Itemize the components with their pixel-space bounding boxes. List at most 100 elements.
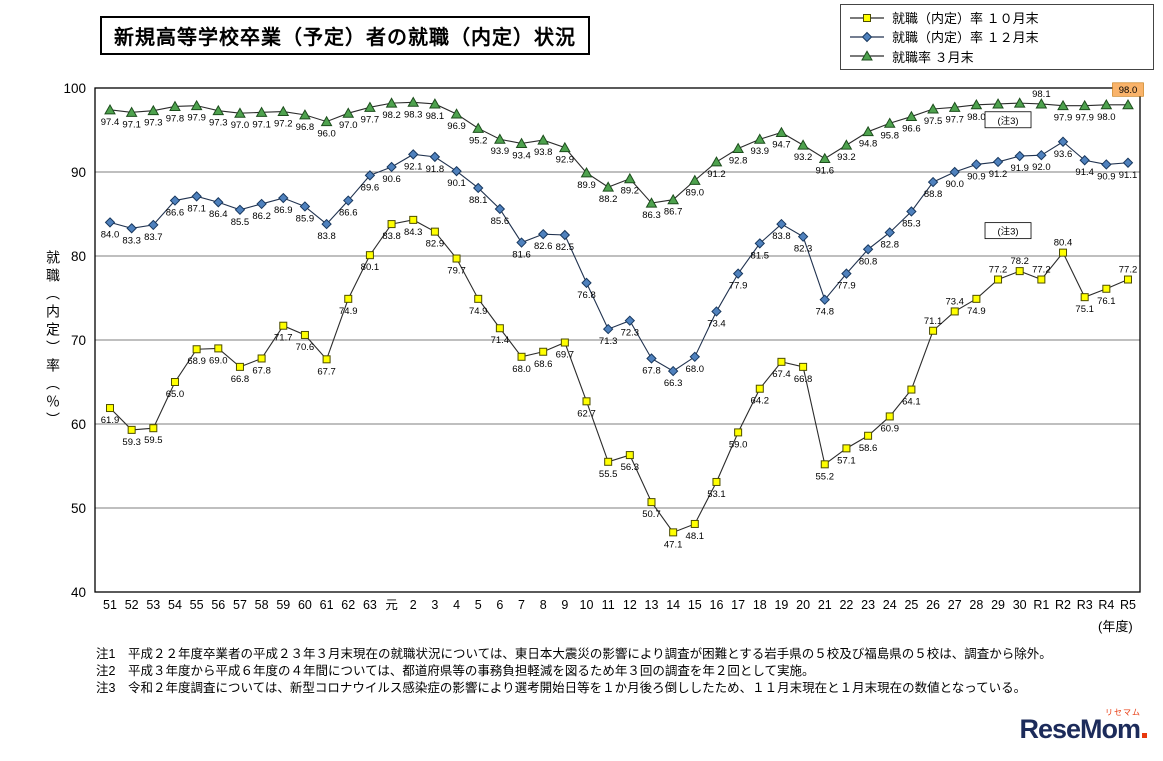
footnotes: 注1 平成２２年度卒業者の平成２３年３月末現在の就職状況については、東日本大震災…	[96, 646, 1052, 697]
svg-text:85.5: 85.5	[231, 217, 250, 228]
svg-text:95.8: 95.8	[880, 130, 899, 141]
svg-text:76.8: 76.8	[577, 290, 596, 301]
svg-text:67.4: 67.4	[772, 369, 791, 380]
svg-text:5: 5	[475, 598, 482, 612]
svg-text:82.8: 82.8	[880, 239, 899, 250]
legend-item-october: 就職（内定）率 １０月末	[849, 8, 1145, 27]
resemom-logo-dot-icon	[1142, 733, 1147, 738]
svg-text:82.3: 82.3	[794, 244, 813, 255]
svg-text:R5: R5	[1120, 598, 1136, 612]
svg-text:82.9: 82.9	[426, 239, 445, 250]
svg-text:98.1: 98.1	[426, 111, 445, 122]
svg-text:92.9: 92.9	[556, 155, 575, 166]
svg-text:97.3: 97.3	[209, 118, 228, 129]
svg-text:97.8: 97.8	[166, 113, 185, 124]
svg-text:48.1: 48.1	[686, 531, 705, 542]
svg-text:86.2: 86.2	[252, 211, 271, 222]
svg-text:98.3: 98.3	[404, 109, 423, 120]
svg-text:59.0: 59.0	[729, 439, 748, 450]
chart-title: 新規高等学校卒業（予定）者の就職（内定）状況	[100, 16, 590, 55]
svg-text:91.8: 91.8	[426, 164, 445, 175]
svg-text:61: 61	[320, 598, 334, 612]
svg-text:90.0: 90.0	[945, 179, 964, 190]
svg-text:77.9: 77.9	[837, 281, 856, 292]
svg-text:57: 57	[233, 598, 247, 612]
svg-text:23: 23	[861, 598, 875, 612]
svg-text:88.8: 88.8	[924, 189, 943, 200]
svg-text:97.2: 97.2	[274, 119, 293, 130]
svg-text:27: 27	[948, 598, 962, 612]
svg-text:50: 50	[71, 501, 86, 516]
legend: 就職（内定）率 １０月末 就職（内定）率 １２月末 就職率 ３月末	[840, 4, 1154, 70]
yellow-square-marker-icon	[850, 13, 884, 22]
svg-text:98.0: 98.0	[967, 112, 986, 123]
svg-text:81.6: 81.6	[512, 250, 531, 261]
svg-text:52: 52	[125, 598, 139, 612]
svg-text:86.6: 86.6	[339, 208, 358, 219]
svg-text:81.5: 81.5	[751, 250, 770, 261]
svg-text:91.9: 91.9	[1010, 163, 1029, 174]
svg-text:78.2: 78.2	[1010, 256, 1029, 267]
svg-text:86.4: 86.4	[209, 209, 228, 220]
footnote-3: 注3 令和２年度調査については、新型コロナウイルス感染症の影響により選考開始日等…	[96, 681, 1027, 695]
green-triangle-marker-icon	[850, 50, 884, 61]
svg-text:68.6: 68.6	[534, 359, 553, 370]
svg-text:97.9: 97.9	[1054, 113, 1073, 124]
svg-text:86.6: 86.6	[166, 208, 185, 219]
legend-item-december: 就職（内定）率 １２月末	[849, 27, 1145, 46]
svg-text:97.7: 97.7	[361, 114, 380, 125]
svg-text:80.1: 80.1	[361, 262, 380, 273]
svg-text:66.8: 66.8	[231, 374, 250, 385]
svg-text:89.6: 89.6	[361, 182, 380, 193]
svg-text:68.9: 68.9	[187, 356, 206, 367]
svg-text:97.1: 97.1	[252, 119, 271, 130]
svg-text:82.5: 82.5	[556, 242, 575, 253]
svg-text:68.0: 68.0	[512, 364, 531, 375]
svg-text:73.4: 73.4	[707, 318, 726, 329]
svg-text:6: 6	[496, 598, 503, 612]
svg-text:40: 40	[71, 585, 86, 600]
svg-text:18: 18	[753, 598, 767, 612]
svg-text:63: 63	[363, 598, 377, 612]
svg-text:90.9: 90.9	[967, 171, 986, 182]
svg-text:67.8: 67.8	[642, 365, 661, 376]
svg-text:30: 30	[1013, 598, 1027, 612]
svg-text:80.8: 80.8	[859, 256, 878, 267]
svg-text:98.0: 98.0	[1097, 112, 1116, 123]
svg-text:97.0: 97.0	[339, 120, 358, 131]
svg-text:64.2: 64.2	[751, 396, 770, 407]
svg-text:62: 62	[341, 598, 355, 612]
svg-text:79.7: 79.7	[447, 266, 466, 277]
svg-text:47.1: 47.1	[664, 539, 683, 550]
svg-text:90: 90	[71, 165, 86, 180]
svg-text:2: 2	[410, 598, 417, 612]
svg-text:98.1: 98.1	[1032, 89, 1051, 100]
svg-text:60: 60	[71, 417, 86, 432]
svg-text:77.2: 77.2	[989, 265, 1008, 276]
svg-text:83.7: 83.7	[144, 232, 163, 243]
svg-text:50.7: 50.7	[642, 509, 661, 520]
svg-text:(注3): (注3)	[997, 115, 1018, 127]
svg-text:58.6: 58.6	[859, 443, 878, 454]
svg-text:89.0: 89.0	[686, 187, 705, 198]
svg-text:26: 26	[926, 598, 940, 612]
svg-text:67.7: 67.7	[317, 366, 336, 377]
svg-text:71.7: 71.7	[274, 333, 293, 344]
svg-text:19: 19	[774, 598, 788, 612]
svg-text:83.8: 83.8	[772, 231, 791, 242]
svg-text:55: 55	[190, 598, 204, 612]
svg-text:61.9: 61.9	[101, 415, 120, 426]
svg-text:74.8: 74.8	[816, 307, 835, 318]
svg-text:62.7: 62.7	[577, 408, 596, 419]
svg-text:91.6: 91.6	[816, 166, 835, 177]
svg-text:93.2: 93.2	[837, 152, 856, 163]
svg-text:97.4: 97.4	[101, 117, 120, 128]
svg-text:64.1: 64.1	[902, 397, 921, 408]
svg-text:70.6: 70.6	[296, 342, 315, 353]
svg-text:90.9: 90.9	[1097, 171, 1116, 182]
svg-text:90.6: 90.6	[382, 174, 401, 185]
svg-text:R4: R4	[1098, 598, 1114, 612]
svg-text:92.8: 92.8	[729, 155, 748, 166]
svg-text:元: 元	[385, 598, 398, 612]
